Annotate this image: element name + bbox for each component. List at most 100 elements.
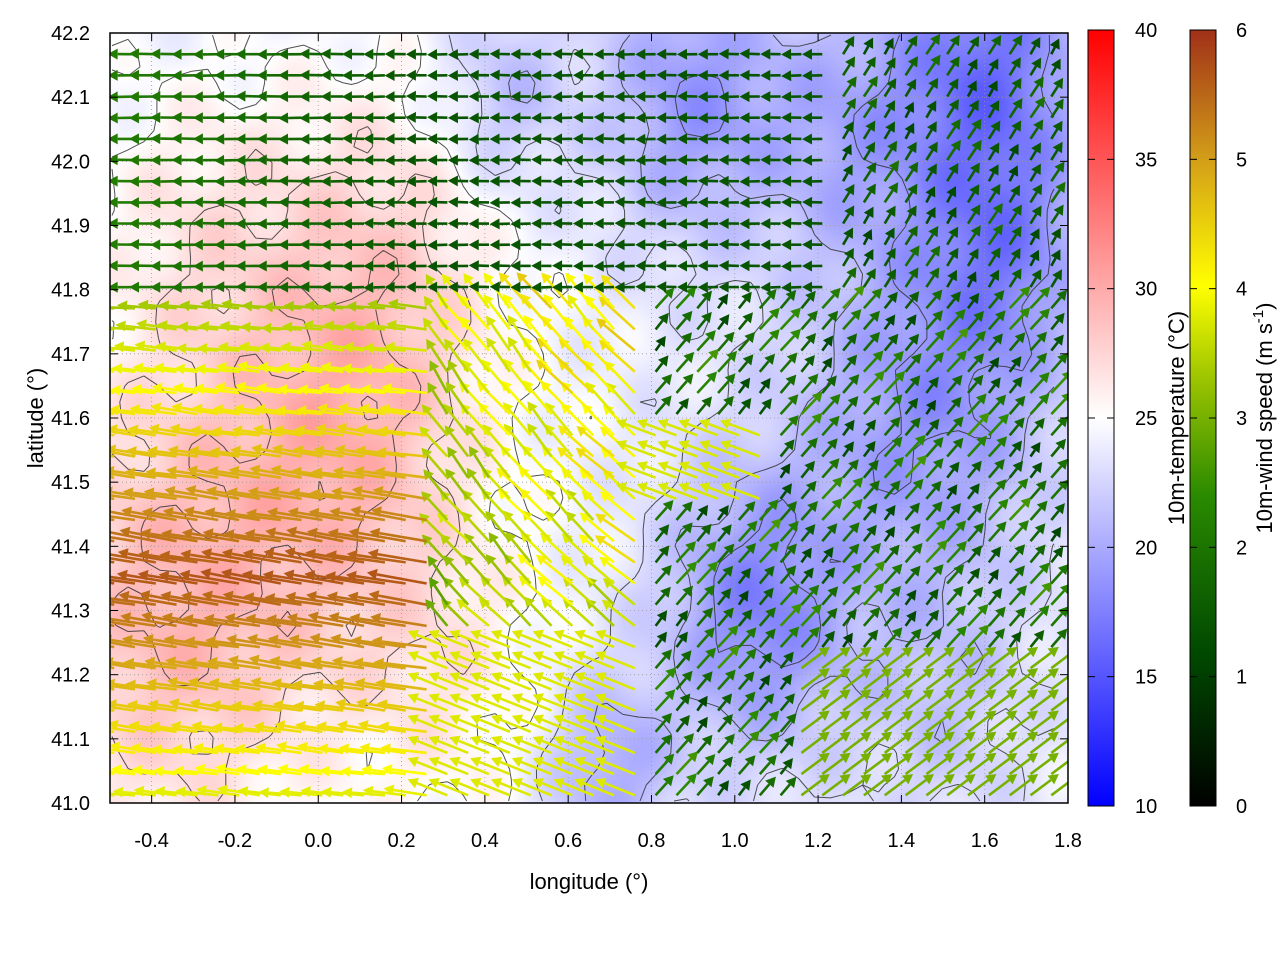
wind-vector-head (552, 154, 563, 166)
wind-vector-head (953, 564, 965, 576)
wind-vector-head (602, 404, 614, 416)
wind-vector (904, 141, 917, 161)
wind-vector-head (511, 693, 524, 704)
wind-vector-head (786, 352, 798, 364)
wind-vector-head (761, 398, 772, 410)
wind-vector-head (167, 445, 179, 457)
wind-vector-head (572, 48, 583, 60)
wind-vector-shaft (645, 422, 677, 437)
wind-vector-head (510, 175, 521, 187)
wind-vector (696, 504, 709, 521)
wind-vector-head (1068, 774, 1079, 784)
wind-vector-head (192, 196, 203, 208)
wind-vector-head (241, 300, 253, 312)
wind-vector-head (511, 714, 524, 725)
wind-vector-head (865, 56, 876, 68)
wind-vector-shaft (382, 490, 427, 501)
wind-vector-head (1031, 57, 1042, 69)
wind-vector (781, 91, 802, 103)
wind-vector-shaft (946, 356, 962, 373)
wind-vector (1029, 142, 1041, 161)
wind-vector-head (615, 482, 628, 493)
wind-vector-head (677, 154, 688, 166)
wind-vector-head (532, 651, 544, 662)
wind-vector (291, 679, 344, 691)
wind-vector (883, 140, 898, 161)
wind-vector-shaft (645, 465, 677, 479)
wind-vector-head (214, 382, 226, 394)
wind-vector-shaft (258, 658, 302, 670)
wind-vector-shaft (195, 661, 240, 670)
wind-vector-head (697, 281, 708, 293)
wind-vector-head (213, 743, 225, 754)
wind-vector-head (349, 613, 361, 624)
wind-vector-head (655, 335, 666, 348)
wind-vector-shaft (1008, 591, 1022, 606)
wind-vector-shaft (925, 595, 934, 606)
wind-vector-shaft (1050, 612, 1063, 627)
wind-vector-head (1038, 605, 1050, 617)
wind-vector-head (656, 69, 667, 81)
wind-vector-head (246, 508, 257, 520)
wind-vector-head (933, 352, 944, 364)
wind-vector-head (869, 310, 880, 322)
wind-vector-shaft (696, 297, 707, 310)
wind-vector-shaft (758, 613, 771, 627)
wind-vector-head (891, 394, 903, 406)
wind-vector-head (891, 563, 903, 575)
wind-vector-head (407, 735, 419, 746)
wind-vector-shaft (110, 641, 136, 649)
wind-vector (566, 489, 595, 521)
wind-vector-head (344, 321, 355, 332)
wind-vector (758, 776, 776, 797)
wind-vector-shaft (562, 697, 594, 712)
wind-vector-head (316, 403, 328, 415)
wind-vector-head (950, 396, 962, 408)
wind-vector (1029, 163, 1041, 182)
wind-vector-shaft (256, 638, 302, 649)
wind-vector-head (929, 267, 940, 279)
wind-vector-shaft (1029, 507, 1042, 521)
wind-vector-shaft (841, 152, 848, 161)
wind-vectors (110, 33, 1079, 799)
wind-vector-head (294, 424, 305, 436)
wind-vector (946, 752, 976, 776)
wind-vector-shaft (376, 303, 406, 310)
wind-vector (489, 281, 510, 293)
wind-vector (842, 396, 859, 415)
wind-vector-head (1033, 119, 1044, 131)
wind-vector-shaft (883, 148, 893, 161)
wind-vector (675, 351, 695, 373)
wind-vector (531, 175, 552, 187)
wind-vector-head (115, 320, 126, 332)
wind-vector (280, 341, 323, 353)
wind-vector (677, 69, 698, 81)
wind-vector-head (269, 655, 281, 667)
wind-vector (842, 562, 862, 585)
wind-vector-head (578, 534, 590, 545)
wind-vector-shaft (800, 507, 813, 521)
wind-vector-shaft (541, 781, 573, 797)
wind-vector-head (342, 175, 352, 187)
wind-vector (427, 133, 448, 145)
wind-vector-head (989, 142, 1000, 154)
wind-vector (595, 778, 636, 797)
wind-vector-head (826, 375, 837, 387)
contour-lines (111, 34, 1055, 802)
wind-vector-shaft (257, 490, 302, 501)
wind-vector (110, 326, 136, 331)
wind-vector (717, 395, 734, 415)
wind-vector-head (443, 555, 455, 567)
wind-vector-shaft (571, 496, 595, 521)
wind-vector (758, 652, 772, 669)
wind-vector-head (370, 612, 381, 624)
wind-vector (447, 91, 469, 102)
wind-vector-shaft (588, 561, 615, 585)
wind-vector-shaft (708, 465, 740, 479)
wind-vector (563, 316, 595, 352)
wind-vector-shaft (842, 651, 865, 670)
wind-vector-shaft (779, 359, 792, 373)
wind-vector-shaft (1008, 292, 1025, 310)
wind-vector-shaft (883, 85, 893, 98)
wind-vector (1029, 646, 1059, 670)
